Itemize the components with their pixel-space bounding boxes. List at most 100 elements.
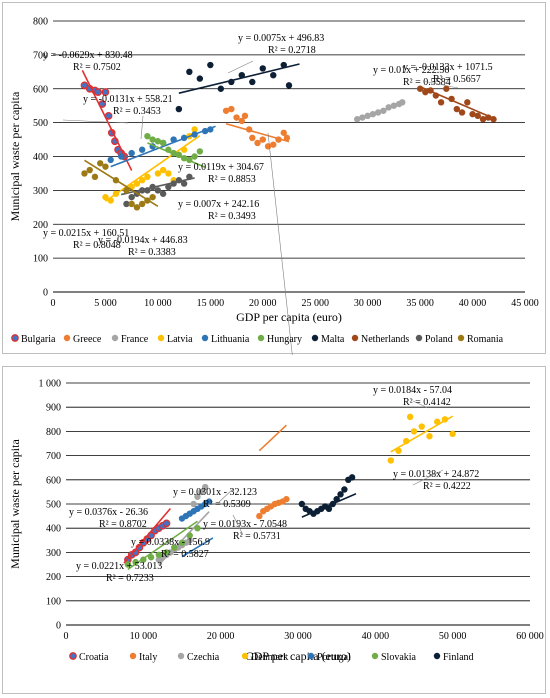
trendline-equation: y = 0.0138x + 24.872 [393,469,479,480]
legend-marker [307,652,315,660]
data-point [256,512,263,520]
trendline-equation: y = 0.0193x - 7.0548 [203,519,287,530]
r-squared-label: R² = 0.7233 [106,573,154,584]
x-tick-label: 30 000 [284,631,312,642]
data-point [149,193,156,201]
y-tick-label: 300 [46,548,61,559]
data-point [186,68,193,76]
x-tick-label: 25 000 [301,298,329,309]
label-leader-line [412,469,444,486]
y-tick-label: 600 [33,84,48,95]
data-point [285,82,293,89]
data-point [222,107,230,114]
legend-label: Slovakia [381,652,417,663]
trendline [225,122,290,143]
r-squared-label: R² = 0.3383 [128,247,176,258]
data-point [165,183,172,191]
legend-marker [157,334,165,342]
data-point [147,554,155,561]
trendline-equation: y = 0.0184x - 57.04 [373,385,452,396]
data-point [202,483,209,491]
legend-marker [415,334,423,342]
data-point [194,525,201,532]
trendline-equation: y = -0.0194x + 446.83 [98,235,188,246]
legend-label: Bulgaria [21,334,56,345]
x-axis-title: GDP per capita (euro) [236,310,342,324]
data-point [102,193,109,201]
legend-label: Latvia [167,334,193,345]
data-point [91,173,99,181]
trendline-equation: y = 0.0075x + 496.83 [238,33,324,44]
r-squared-label: R² = 0.5309 [203,499,251,510]
label-leader-line [232,514,244,536]
legend-label: Lithuania [211,334,250,345]
data-point [418,423,425,430]
data-point [138,146,146,153]
data-point [186,537,193,544]
r-squared-label: R² = 0.5584 [403,77,451,88]
data-point [159,166,167,174]
data-point [449,430,456,438]
data-point [341,486,348,493]
legend-marker [63,334,71,342]
scatter-chart-bottom: 0 100 200 300 400 500 600 700 800 900 1 000 0 10 000… [8,379,544,664]
trendline [104,135,201,202]
data-point [249,78,256,86]
data-point [458,109,466,116]
data-point [259,136,266,143]
r-squared-label: R² = 0.4222 [423,481,471,492]
data-point [149,136,156,143]
legend-label: Hungary [267,334,302,345]
trendline-equation: y = 0.01x + 222.56 [373,65,449,76]
trendline [158,511,210,566]
legend-label: Poland [425,334,453,345]
legend-label: Netherlands [361,334,409,345]
x-tick-label: 0 [51,298,56,309]
trendline [390,415,454,453]
x-tick-label: 20 000 [249,298,277,309]
legend-marker [201,334,209,342]
data-point [154,170,162,177]
data-point [128,200,135,208]
trendline-equation: y = 0.0119x + 304.67 [178,162,264,173]
data-point [180,180,188,187]
legend-label: Malta [321,334,345,345]
chart-panel-bottom: 0 100 200 300 400 500 600 700 800 900 1 000 0 10 000… [2,366,546,694]
legend-marker [69,652,77,660]
r-squared-label: R² = 0.5731 [233,531,281,542]
data-point [117,153,125,160]
data-point [198,488,205,496]
data-point [175,105,183,113]
legend-marker [257,334,265,342]
data-point [133,180,141,187]
data-point [133,204,141,211]
y-tick-label: 0 [56,621,61,632]
label-leader-line [140,115,144,140]
data-point [97,160,104,167]
trendline [181,537,214,558]
data-point [191,153,198,160]
trendline [81,69,133,171]
data-point [171,544,178,551]
data-point [337,491,344,498]
y-tick-label: 0 [43,288,48,299]
data-point [123,200,130,208]
legend-marker [241,652,249,660]
trendline-equation: y = -0.0629x + 830.48 [43,50,133,61]
y-tick-label: 100 [33,254,48,265]
data-point [154,187,162,194]
data-point [102,163,109,170]
legend-marker [371,652,379,660]
trendline-equation: y = 0.0338x - 156.9 [131,537,210,548]
data-point [94,88,102,96]
data-point [101,88,110,96]
legend-marker [457,334,465,342]
data-point [196,148,204,155]
label-leader-line [227,60,254,74]
trendline [178,63,300,94]
y-tick-label: 500 [33,118,48,129]
x-tick-label: 20 000 [207,631,235,642]
data-point [144,173,151,181]
legend-marker [311,334,319,342]
y-tick-label: 500 [46,500,61,511]
